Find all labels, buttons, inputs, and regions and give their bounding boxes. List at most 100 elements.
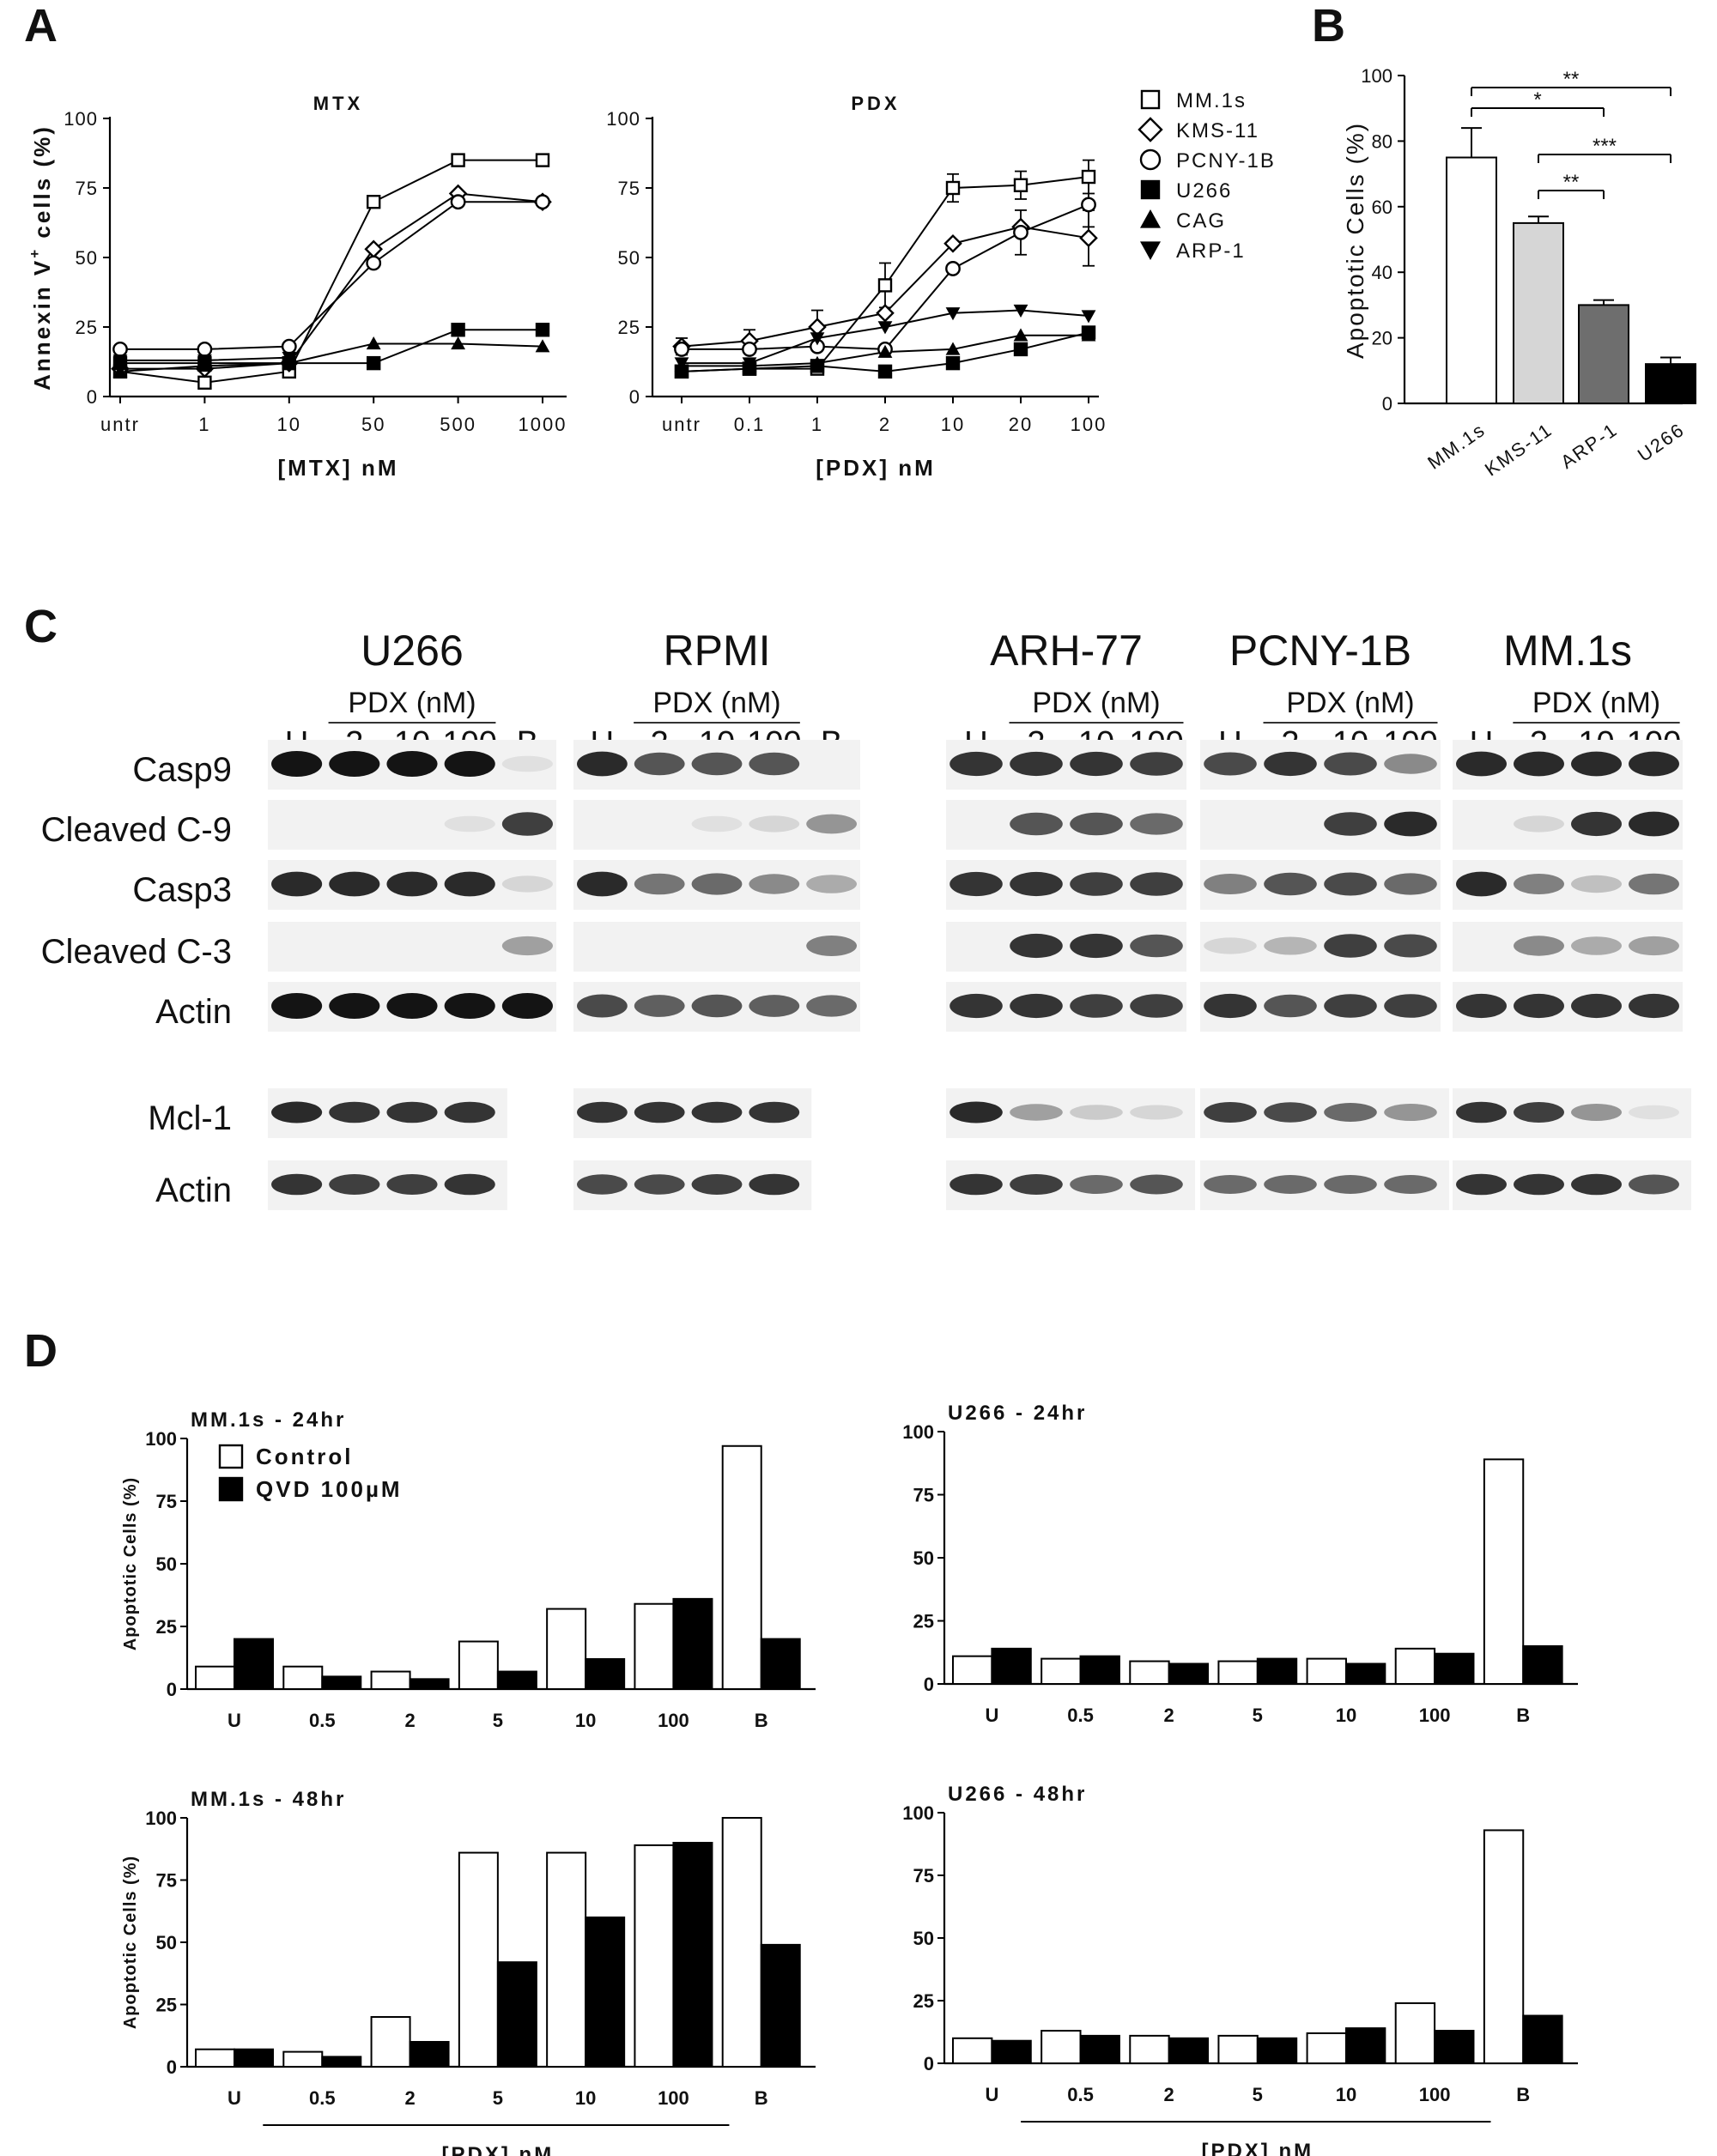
blot-band bbox=[329, 1101, 380, 1123]
x-axis-label: [MTX] nM bbox=[278, 455, 399, 481]
panel-b: 0 20 40 60 80 100 Apoptotic Cells (%) MM.1sKMS-… bbox=[1342, 65, 1696, 481]
y-tick-label: 25 bbox=[156, 1616, 177, 1638]
y-tick-label: 75 bbox=[618, 178, 640, 199]
blot-band bbox=[950, 1173, 1003, 1196]
blot-band bbox=[1324, 872, 1377, 896]
blot-band bbox=[329, 993, 380, 1019]
chart-title: U266 - 24hr bbox=[948, 1402, 1087, 1425]
legend-marker-KMS-11 bbox=[1138, 117, 1163, 142]
bar-10 bbox=[1344, 2027, 1386, 2065]
blot-band bbox=[1070, 751, 1123, 777]
panel-letter-d: D bbox=[24, 1325, 58, 1377]
blot-band bbox=[386, 871, 438, 897]
blot-band bbox=[1010, 1104, 1063, 1121]
blot-band bbox=[634, 1174, 685, 1195]
blot-band bbox=[1384, 994, 1437, 1018]
blot-band bbox=[1204, 937, 1257, 954]
blot-band bbox=[950, 751, 1003, 777]
y-axis-label-tail: cells (%) bbox=[29, 124, 55, 247]
blot-row-label: Casp3 bbox=[132, 871, 232, 909]
x-tick-label: 0.5 bbox=[1067, 2084, 1094, 2105]
x-tick-label: 500 bbox=[440, 414, 476, 435]
blot-band bbox=[1204, 1175, 1257, 1194]
blot-band bbox=[271, 871, 323, 897]
x-axis-label: [PDX] nM bbox=[1201, 2140, 1314, 2156]
blot-band bbox=[577, 1174, 628, 1195]
x-tick-label: B bbox=[1516, 1705, 1530, 1726]
blot-band bbox=[1130, 1105, 1183, 1120]
x-tick-label: 100 bbox=[1419, 1705, 1451, 1726]
legend-label: QVD 100µM bbox=[256, 1476, 403, 1502]
blot-band bbox=[634, 873, 685, 895]
bar-0.5 bbox=[1079, 2034, 1120, 2064]
bar-0.5 bbox=[1079, 1655, 1120, 1686]
y-tick-label: 0 bbox=[1382, 393, 1392, 415]
bar-2 bbox=[409, 2041, 450, 2068]
blot-band bbox=[1204, 752, 1257, 776]
x-tick-label: U bbox=[985, 1705, 998, 1726]
data-point-MM.1s bbox=[1081, 169, 1096, 185]
blot-band bbox=[329, 871, 380, 897]
blot-band bbox=[1070, 1105, 1123, 1120]
y-tick-label: 25 bbox=[156, 1995, 177, 2016]
data-point-PCNY-1B bbox=[450, 194, 466, 210]
data-point-CAG bbox=[810, 355, 825, 369]
bar-5 bbox=[496, 1961, 537, 2068]
y-tick-label: 50 bbox=[156, 1553, 177, 1575]
blot-band bbox=[1010, 812, 1063, 836]
x-tick-label: 10 bbox=[1336, 1705, 1356, 1726]
x-tick-label: untr bbox=[662, 414, 701, 435]
data-point-KMS-11 bbox=[364, 239, 383, 259]
blot-band bbox=[1571, 1104, 1622, 1121]
blot-band bbox=[329, 1174, 380, 1195]
x-tick-label: 10 bbox=[941, 414, 965, 435]
x-tick-label: U bbox=[228, 2087, 241, 2109]
data-point-PCNY-1B bbox=[281, 338, 297, 354]
y-axis-label-sup: + bbox=[27, 247, 43, 258]
data-point-U266 bbox=[877, 364, 893, 379]
blot-band bbox=[691, 815, 743, 833]
y-tick-label: 20 bbox=[1372, 328, 1392, 349]
bar-100 bbox=[1434, 2030, 1475, 2065]
blot-band bbox=[950, 1101, 1003, 1123]
blot-band bbox=[634, 1101, 685, 1123]
data-point-PCNY-1B bbox=[742, 342, 757, 357]
line-chart-A-PDX: 0 25 50 75 100 untr 0.1 1 2 10 20 100 PDX [PDX] nM bbox=[606, 93, 1105, 481]
blot-row-label: Cleaved C-9 bbox=[41, 811, 232, 849]
x-axis-label: [PDX] nM bbox=[816, 455, 936, 481]
y-tick-label: 100 bbox=[902, 1421, 934, 1443]
bar-5 bbox=[1256, 1657, 1298, 1685]
bar-10 bbox=[1344, 1662, 1386, 1685]
bar-B bbox=[760, 1638, 801, 1690]
y-tick-label: 25 bbox=[913, 1990, 934, 2012]
x-tick-label: 100 bbox=[1419, 2084, 1451, 2105]
blot-row-label: Cleaved C-3 bbox=[41, 933, 232, 971]
x-tick-label: 5 bbox=[493, 2087, 503, 2109]
data-point-ARP-1 bbox=[197, 354, 212, 368]
legend-label: ARP-1 bbox=[1176, 239, 1246, 263]
blot-band bbox=[1324, 1103, 1377, 1122]
blot-band bbox=[444, 1173, 495, 1196]
blot-band bbox=[950, 993, 1003, 1019]
bar-2 bbox=[1168, 2037, 1210, 2065]
x-tick-label: ARP-1 bbox=[1556, 419, 1622, 473]
blot-band bbox=[444, 1101, 495, 1123]
chart-title: U266 - 48hr bbox=[948, 1783, 1087, 1806]
data-point-MM.1s bbox=[877, 278, 893, 293]
blot-band bbox=[1456, 871, 1507, 897]
blot-band bbox=[749, 1101, 800, 1123]
x-tick-label: 10 bbox=[277, 414, 301, 435]
bar-U bbox=[952, 2037, 993, 2065]
data-point-MM.1s bbox=[367, 194, 381, 209]
data-point-CAG bbox=[366, 336, 381, 350]
legend-swatch-Control bbox=[218, 1444, 244, 1469]
y-tick-label: 75 bbox=[156, 1870, 177, 1892]
blot-row-label: Mcl-1 bbox=[148, 1099, 232, 1137]
x-tick-label: 0.1 bbox=[734, 414, 766, 435]
blot-row-label: Actin bbox=[155, 993, 232, 1031]
blot-band bbox=[501, 936, 553, 956]
blot-band bbox=[444, 751, 495, 777]
